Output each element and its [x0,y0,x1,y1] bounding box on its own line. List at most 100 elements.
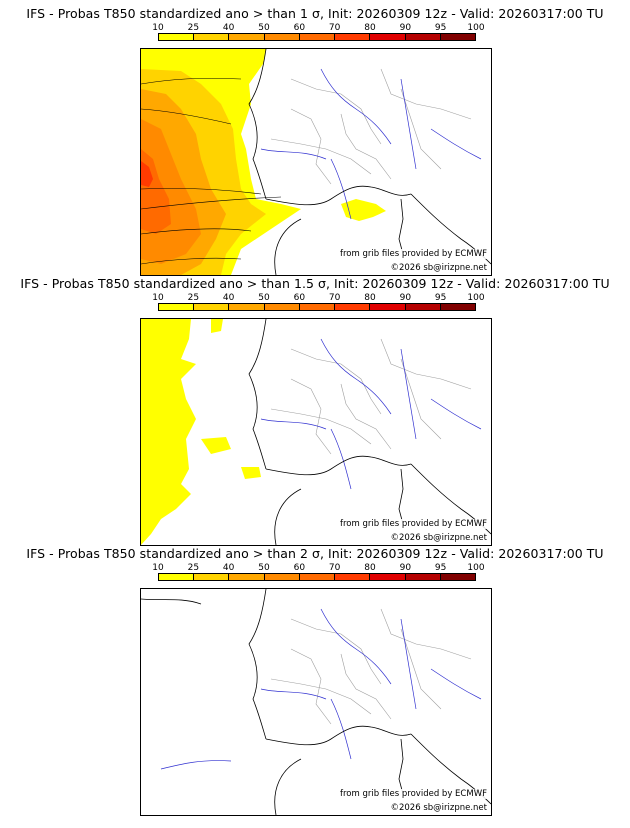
colorbar-segment [335,304,371,310]
colorbar-tick-label: 90 [399,293,412,303]
colorbar-segment [299,34,336,40]
colorbar-segment [370,574,406,580]
river-line [400,78,417,170]
copyright-1: ©2026 sb@irizpne.net [389,263,488,273]
colorbar-segment [370,304,406,310]
colorbar-tick-label: 95 [434,293,447,303]
map-1: from grib files provided by ECMWF ©2026 … [140,48,492,276]
colorbar-segment [159,574,195,580]
river-line [330,428,352,490]
border-line [270,678,372,715]
colorbar-tick-label: 10 [152,293,164,303]
border-line [290,108,332,185]
border-line [270,408,372,445]
border-line [380,68,472,120]
panel-3-title: IFS - Probas T850 standardized ano > tha… [26,546,604,561]
colorbar-segment [159,304,195,310]
colorbar-segment [440,304,475,310]
national-borders-3 [270,608,472,725]
colorbar-tick-label: 40 [222,293,235,303]
colorbar-segment [405,574,441,580]
prob-fill-10 [141,319,196,545]
colorbar-segment [370,34,406,40]
copyright-2: ©2026 sb@irizpne.net [389,533,488,543]
coastline-2 [248,319,491,545]
river-line [320,68,392,145]
coast-line [265,725,412,746]
river-line [160,760,232,770]
probability-field-2 [141,319,261,545]
colorbar-segment [405,34,441,40]
colorbar-tick-label: 40 [222,563,235,573]
map-2: from grib files provided by ECMWF ©2026 … [140,318,492,546]
coast-line [274,218,302,275]
panel-3: IFS - Probas T850 standardized ano > tha… [0,540,630,816]
colorbar-segment [264,574,300,580]
river-line [400,348,417,440]
colorbar-tick-label: 100 [467,563,485,573]
border-line [290,78,382,145]
river-line [430,668,482,700]
colorbar-segment [194,34,230,40]
river-line [400,618,417,710]
colorbar-tick-label: 10 [152,563,164,573]
coast-line [265,185,412,206]
colorbar-tick-label: 100 [467,293,485,303]
colorbar-tick-label: 80 [364,293,376,303]
prob-fill-10c [201,437,231,454]
coast-line [274,758,302,815]
colorbar-2 [158,303,476,311]
colorbar-tick-label: 60 [293,563,306,573]
source-credit-1: from grib files provided by ECMWF [339,249,488,259]
national-borders-2 [270,338,472,455]
coast-line [265,455,412,476]
map-3: from grib files provided by ECMWF ©2026 … [140,588,492,816]
river-line [430,128,482,160]
colorbar-segment [299,304,336,310]
probability-field-1 [141,49,386,275]
colorbar-segment [194,574,230,580]
panel-2-title: IFS - Probas T850 standardized ano > tha… [20,276,610,291]
river-line [330,698,352,760]
prob-fill-corsica [341,199,386,221]
contour-line [141,196,282,210]
rivers-1 [260,68,482,220]
coast-line [248,319,267,470]
colorbar-segment [335,34,371,40]
border-line [290,378,332,455]
coast-line [398,198,404,255]
colorbar-segment [229,304,265,310]
prob-fill-70 [141,161,153,187]
prob-fill-10d [241,467,261,479]
coast-line [398,738,404,795]
colorbar-2-labels: 10 25 40 50 60 70 80 90 95 100 [152,293,484,303]
colorbar-3-labels: 10 25 40 50 60 70 80 90 95 100 [152,563,484,573]
coast-line [274,488,302,545]
border-line [290,648,332,725]
panel-1: IFS - Probas T850 standardized ano > tha… [0,0,630,276]
border-line [400,358,442,440]
map-3-canvas [141,589,491,815]
coastline-3 [141,589,491,815]
colorbar-segment [299,574,336,580]
source-credit-3: from grib files provided by ECMWF [339,789,488,799]
contour-line [141,108,232,125]
coast-line [141,598,202,605]
pressure-contours-1 [141,77,282,265]
border-line [290,348,382,415]
colorbar-segment [264,34,300,40]
river-line [320,338,392,415]
river-line [330,158,352,220]
contour-line [141,257,242,265]
colorbar-tick-label: 90 [399,23,412,33]
colorbar-tick-label: 60 [293,293,306,303]
border-line [400,88,442,170]
colorbar-tick-label: 100 [467,23,485,33]
river-line [260,418,327,430]
border-line [380,338,472,390]
panel-2: IFS - Probas T850 standardized ano > tha… [0,270,630,546]
copyright-3: ©2026 sb@irizpne.net [389,803,488,813]
contour-line [141,228,252,235]
coastline-1 [248,49,491,275]
national-borders-1 [270,68,472,185]
